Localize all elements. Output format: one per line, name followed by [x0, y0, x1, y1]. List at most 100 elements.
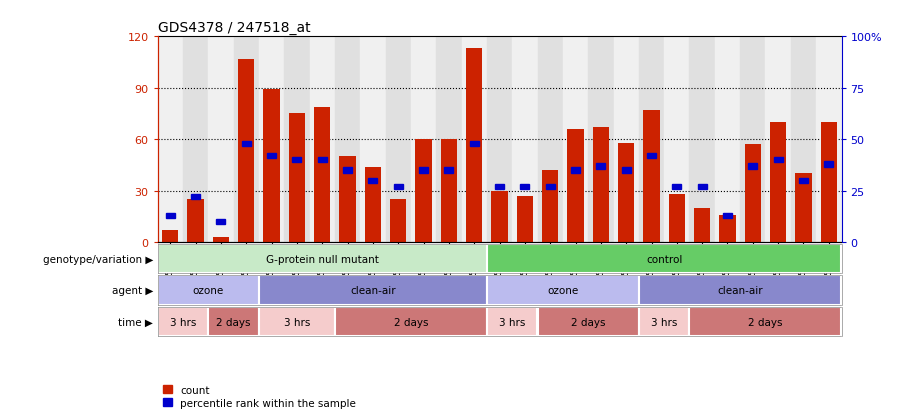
Bar — [545, 184, 554, 190]
Bar — [212, 237, 230, 242]
Bar — [639, 275, 842, 305]
Bar — [796, 174, 812, 242]
Bar — [639, 307, 689, 337]
Bar — [744, 145, 761, 242]
Bar — [415, 140, 432, 242]
Bar — [314, 107, 330, 242]
Bar — [166, 213, 175, 218]
Bar — [664, 37, 689, 242]
Text: clean-air: clean-air — [350, 285, 396, 295]
Bar — [567, 130, 584, 242]
Bar — [259, 275, 487, 305]
Bar — [589, 37, 614, 242]
Bar — [495, 184, 504, 190]
Text: 2 days: 2 days — [748, 317, 783, 327]
Bar — [318, 158, 327, 163]
Bar — [799, 178, 808, 184]
Text: 3 hrs: 3 hrs — [169, 317, 196, 327]
Bar — [517, 196, 533, 242]
Text: time ▶: time ▶ — [118, 317, 153, 327]
Bar — [289, 114, 305, 242]
Bar — [339, 157, 356, 242]
Text: agent ▶: agent ▶ — [112, 285, 153, 295]
Bar — [542, 171, 558, 242]
Bar — [537, 307, 639, 337]
Bar — [470, 141, 479, 147]
Bar — [259, 37, 284, 242]
Bar — [284, 37, 310, 242]
Bar — [441, 140, 457, 242]
Bar — [158, 275, 259, 305]
Bar — [740, 37, 766, 242]
Bar — [335, 307, 487, 337]
Bar — [183, 37, 208, 242]
Bar — [766, 37, 791, 242]
Bar — [393, 184, 402, 190]
Text: ozone: ozone — [193, 285, 224, 295]
Bar — [597, 164, 606, 169]
Bar — [233, 37, 259, 242]
Bar — [592, 128, 609, 242]
Bar — [512, 37, 537, 242]
Bar — [360, 37, 385, 242]
Bar — [238, 59, 255, 242]
Text: 2 days: 2 days — [393, 317, 428, 327]
Bar — [647, 154, 656, 159]
Text: 3 hrs: 3 hrs — [651, 317, 678, 327]
Bar — [310, 37, 335, 242]
Text: clean-air: clean-air — [717, 285, 763, 295]
Bar — [466, 49, 482, 242]
Bar — [259, 307, 335, 337]
Text: 2 days: 2 days — [571, 317, 606, 327]
Bar — [816, 37, 842, 242]
Bar — [639, 37, 664, 242]
Bar — [770, 123, 787, 242]
Bar — [821, 123, 837, 242]
Text: control: control — [646, 254, 682, 264]
Bar — [158, 244, 487, 274]
Bar — [669, 195, 685, 242]
Bar — [689, 307, 842, 337]
Bar — [723, 213, 732, 218]
Bar — [436, 37, 462, 242]
Bar — [689, 37, 715, 242]
Bar — [267, 154, 276, 159]
Bar — [292, 158, 302, 163]
Bar — [715, 37, 740, 242]
Bar — [694, 208, 710, 242]
Bar — [487, 244, 842, 274]
Bar — [537, 37, 562, 242]
Bar — [158, 307, 208, 337]
Bar — [748, 164, 758, 169]
Text: ozone: ozone — [547, 285, 579, 295]
Bar — [343, 168, 352, 173]
Bar — [390, 199, 407, 242]
Bar — [622, 168, 631, 173]
Bar — [562, 37, 589, 242]
Bar — [487, 307, 537, 337]
Bar — [719, 215, 735, 242]
Bar — [824, 162, 833, 167]
Bar — [614, 37, 639, 242]
Legend: count, percentile rank within the sample: count, percentile rank within the sample — [163, 385, 356, 408]
Bar — [520, 184, 529, 190]
Bar — [644, 111, 660, 242]
Text: G-protein null mutant: G-protein null mutant — [266, 254, 379, 264]
Bar — [368, 178, 377, 184]
Bar — [410, 37, 436, 242]
Text: genotype/variation ▶: genotype/variation ▶ — [42, 254, 153, 264]
Bar — [774, 158, 783, 163]
Bar — [571, 168, 580, 173]
Text: 2 days: 2 days — [216, 317, 251, 327]
Bar — [208, 37, 233, 242]
Bar — [264, 90, 280, 242]
Text: GDS4378 / 247518_at: GDS4378 / 247518_at — [158, 21, 310, 35]
Bar — [491, 191, 508, 242]
Bar — [187, 199, 203, 242]
Bar — [618, 143, 634, 242]
Text: 3 hrs: 3 hrs — [499, 317, 526, 327]
Bar — [487, 37, 512, 242]
Bar — [158, 37, 183, 242]
Bar — [419, 168, 428, 173]
Bar — [162, 230, 178, 242]
